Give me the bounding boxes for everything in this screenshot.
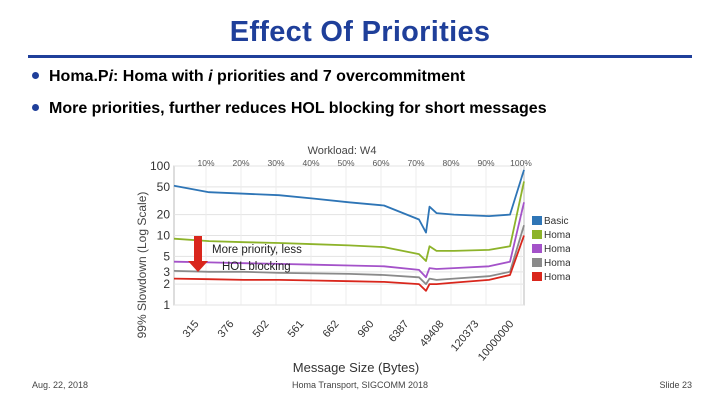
annotation: More priority, less HOL blocking <box>188 236 302 273</box>
series-line-homap1 <box>173 181 525 262</box>
x-tick-label: 49408 <box>418 318 447 349</box>
title-underline <box>28 55 692 58</box>
y-tick-label: 10 <box>157 229 171 243</box>
chart-title: Workload: W4 <box>308 145 377 157</box>
x-axis-label: Message Size (Bytes) <box>293 360 419 375</box>
x-tick-label: 10000000 <box>476 318 517 363</box>
annotation-arrow-icon <box>188 261 208 272</box>
annotation-line-2: HOL blocking <box>222 261 291 273</box>
series-line-basic <box>173 169 525 234</box>
bullet-1-pre: Homa.P <box>49 68 109 85</box>
top-percent-label: 80% <box>442 158 459 168</box>
top-percent-label: 10% <box>197 158 214 168</box>
series-line-homa <box>173 235 525 292</box>
bullet-1-mid: : Homa with <box>113 68 209 85</box>
legend-label: Homa.P1 <box>544 230 570 241</box>
top-percent-label: 20% <box>232 158 249 168</box>
bullet-1: Homa.Pi: Homa with i priorities and 7 ov… <box>32 68 465 86</box>
top-percent-label: 50% <box>337 158 354 168</box>
y-tick-label: 20 <box>157 208 171 222</box>
legend-swatch <box>532 216 542 225</box>
x-tick-label: 376 <box>216 318 237 340</box>
slowdown-chart: 100 50 20 10 5 32 1 10% 20% 30% 40% 50% 60% 70% 80% 90%… <box>135 145 570 375</box>
x-tick-label: 502 <box>251 318 272 340</box>
bullet-dot <box>32 104 39 111</box>
chart-series <box>173 169 525 292</box>
legend-swatch <box>532 230 542 239</box>
bullet-2-text: More priorities, further reduces HOL blo… <box>49 100 547 117</box>
footer-center: Homa Transport, SIGCOMM 2018 <box>291 380 429 390</box>
series-line-homap4 <box>173 225 525 285</box>
y-axis-label: 99% Slowdown (Log Scale) <box>135 192 149 339</box>
annotation-arrow-shaft <box>194 236 202 264</box>
x-tick-label: 561 <box>286 318 307 340</box>
slide-title: Effect Of Priorities <box>229 16 491 48</box>
x-tick-label: 120373 <box>449 318 482 354</box>
y-tick-label: 50 <box>157 180 171 194</box>
footer-slide-number: Slide 23 <box>659 380 692 390</box>
x-tick-label: 662 <box>321 318 342 340</box>
top-percent-label: 40% <box>302 158 319 168</box>
bullet-1-italic-i: i <box>108 68 114 85</box>
legend-label: Basic <box>544 216 568 227</box>
bullet-dot <box>32 72 39 79</box>
legend-swatch <box>532 258 542 267</box>
bullet-1-italic-i-2: i <box>208 68 213 85</box>
footer-date: Aug. 22, 2018 <box>32 380 89 390</box>
y-tick-label: 3 <box>163 265 170 279</box>
x-tick-label: 960 <box>356 318 377 340</box>
legend-swatch <box>532 244 542 253</box>
x-tick-label: 6387 <box>387 318 412 344</box>
top-percent-label: 70% <box>407 158 424 168</box>
top-percent-label: 60% <box>372 158 389 168</box>
y-tick-label: 100 <box>150 159 170 173</box>
top-percent-label: 100% <box>510 158 532 168</box>
chart-grid <box>173 165 525 306</box>
bullet-2: More priorities, further reduces HOL blo… <box>32 100 547 118</box>
x-tick-label: 315 <box>181 318 202 340</box>
legend-swatch <box>532 272 542 281</box>
bullet-1-post: priorities and 7 overcommitment <box>212 68 466 85</box>
top-percent-label: 90% <box>477 158 494 168</box>
legend-label: Homa.P4 <box>544 258 570 269</box>
legend-label: Homa <box>544 272 570 283</box>
chart-legend: Basic Homa.P1 Homa.P2 Homa.P4 Homa <box>532 216 570 283</box>
legend-label: Homa.P2 <box>544 244 570 255</box>
series-line-homap2 <box>173 202 525 279</box>
top-percent-label: 30% <box>267 158 284 168</box>
y-tick-label: 1 <box>163 298 170 312</box>
y-tick-label: 2 <box>163 277 170 291</box>
annotation-line-1: More priority, less <box>212 244 302 256</box>
y-tick-label: 5 <box>163 249 170 263</box>
